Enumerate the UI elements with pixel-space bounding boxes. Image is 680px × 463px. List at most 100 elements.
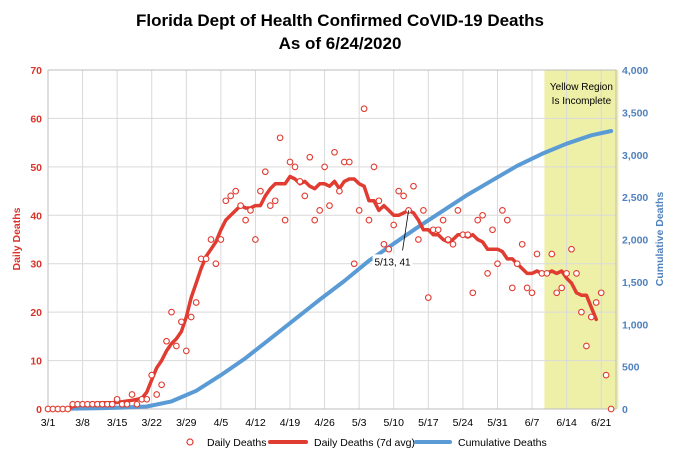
daily-point	[257, 187, 264, 195]
x-tick-label: 3/22	[142, 417, 163, 429]
daily-point	[217, 236, 225, 243]
x-tick-label: 5/3	[352, 417, 367, 429]
right-axis-ticks: 0 500 1,000 1,500 2,000 2,500 3,000 3,500 4,000	[622, 65, 648, 416]
daily-point	[321, 163, 328, 171]
x-tick-label: 4/26	[314, 417, 335, 429]
daily-series	[44, 105, 615, 413]
right-tick-label: 3,500	[622, 107, 648, 119]
daily-point	[390, 221, 398, 229]
chart-subtitle: As of 6/24/2020	[279, 34, 402, 53]
daily-point	[533, 250, 541, 258]
daily-point	[523, 284, 531, 292]
daily-point	[365, 216, 373, 224]
daily-point	[153, 391, 161, 398]
right-tick-label: 3,000	[622, 150, 648, 162]
left-tick-label: 40	[30, 210, 42, 222]
x-tick-label: 3/29	[176, 417, 197, 429]
cumulative-series	[46, 129, 614, 411]
daily-point	[370, 163, 378, 171]
daily-point	[182, 347, 190, 355]
average-line	[46, 174, 598, 411]
daily-point	[148, 371, 156, 379]
daily-point	[553, 289, 561, 297]
daily-point	[232, 187, 240, 195]
left-axis-title: Daily Deaths	[11, 207, 23, 270]
daily-point	[474, 216, 482, 224]
daily-point	[345, 158, 353, 166]
daily-point	[222, 197, 230, 205]
daily-point	[420, 207, 427, 214]
daily-point	[543, 270, 551, 277]
region-label-line-1: Yellow Region	[550, 82, 613, 93]
x-tick-label: 3/1	[41, 417, 56, 429]
daily-point	[306, 153, 314, 161]
daily-point	[252, 236, 259, 243]
chart-title: Florida Dept of Health Confirmed CoVID-1…	[136, 11, 544, 30]
annotation-layer: 5/13, 41	[372, 210, 413, 269]
left-tick-label: 10	[30, 356, 42, 368]
left-axis-ticks: 0 10 20 30 40 50 60 70	[30, 65, 42, 416]
daily-point	[281, 216, 289, 224]
annotation-label: 5/13, 41	[374, 257, 411, 268]
annotation-box	[372, 254, 413, 269]
daily-point	[607, 405, 615, 413]
region-fill	[544, 70, 619, 409]
right-tick-label: 2,000	[622, 235, 648, 247]
daily-point	[331, 148, 338, 156]
daily-point	[454, 207, 462, 214]
right-tick-label: 2,500	[622, 192, 648, 204]
daily-point	[592, 299, 600, 306]
daily-point	[395, 187, 403, 195]
daily-point	[415, 236, 422, 243]
daily-point	[311, 216, 319, 224]
daily-point	[360, 105, 368, 113]
daily-point	[503, 216, 511, 224]
daily-point	[143, 395, 151, 403]
daily-point	[479, 211, 486, 219]
daily-point	[587, 313, 595, 321]
daily-point	[291, 163, 299, 171]
region-label: Yellow Region Is Incomplete	[550, 82, 613, 107]
daily-point	[508, 284, 516, 292]
daily-point	[242, 216, 249, 224]
daily-point	[573, 270, 580, 277]
daily-point	[128, 391, 136, 398]
daily-point	[266, 202, 274, 209]
daily-point	[316, 207, 324, 214]
daily-point	[449, 240, 457, 248]
daily-point	[133, 400, 141, 408]
daily-point	[499, 207, 506, 214]
average-series	[46, 174, 598, 411]
daily-point	[296, 178, 304, 185]
daily-point	[528, 289, 536, 297]
x-tick-label: 5/10	[384, 417, 405, 429]
daily-point	[424, 294, 432, 301]
daily-point	[247, 207, 254, 214]
left-tick-label: 50	[30, 162, 42, 174]
daily-point	[494, 260, 501, 268]
daily-point	[336, 187, 343, 195]
x-tick-label: 6/7	[525, 417, 540, 429]
plot-area-border	[47, 69, 617, 410]
daily-point	[350, 260, 358, 268]
daily-point	[400, 192, 407, 200]
daily-point	[286, 158, 294, 166]
daily-point	[158, 381, 165, 389]
daily-point	[271, 197, 279, 205]
region-label-line-2: Is Incomplete	[552, 96, 612, 107]
legend-label-daily: Daily Deaths	[207, 437, 267, 449]
daily-point	[439, 216, 447, 224]
daily-point	[597, 289, 605, 297]
daily-point	[237, 202, 244, 209]
daily-point	[410, 182, 417, 190]
daily-point	[548, 250, 556, 258]
daily-point	[513, 260, 521, 268]
daily-point	[385, 245, 393, 253]
annotation-leader	[402, 210, 409, 251]
right-tick-label: 500	[622, 362, 640, 374]
left-tick-label: 20	[30, 307, 42, 319]
daily-point	[202, 255, 210, 263]
daily-point	[464, 231, 472, 239]
x-axis-ticks: 3/1 3/8 3/15 3/22 3/29 4/5 4/12 4/19 4/26 5/3 5/10…	[41, 417, 612, 429]
